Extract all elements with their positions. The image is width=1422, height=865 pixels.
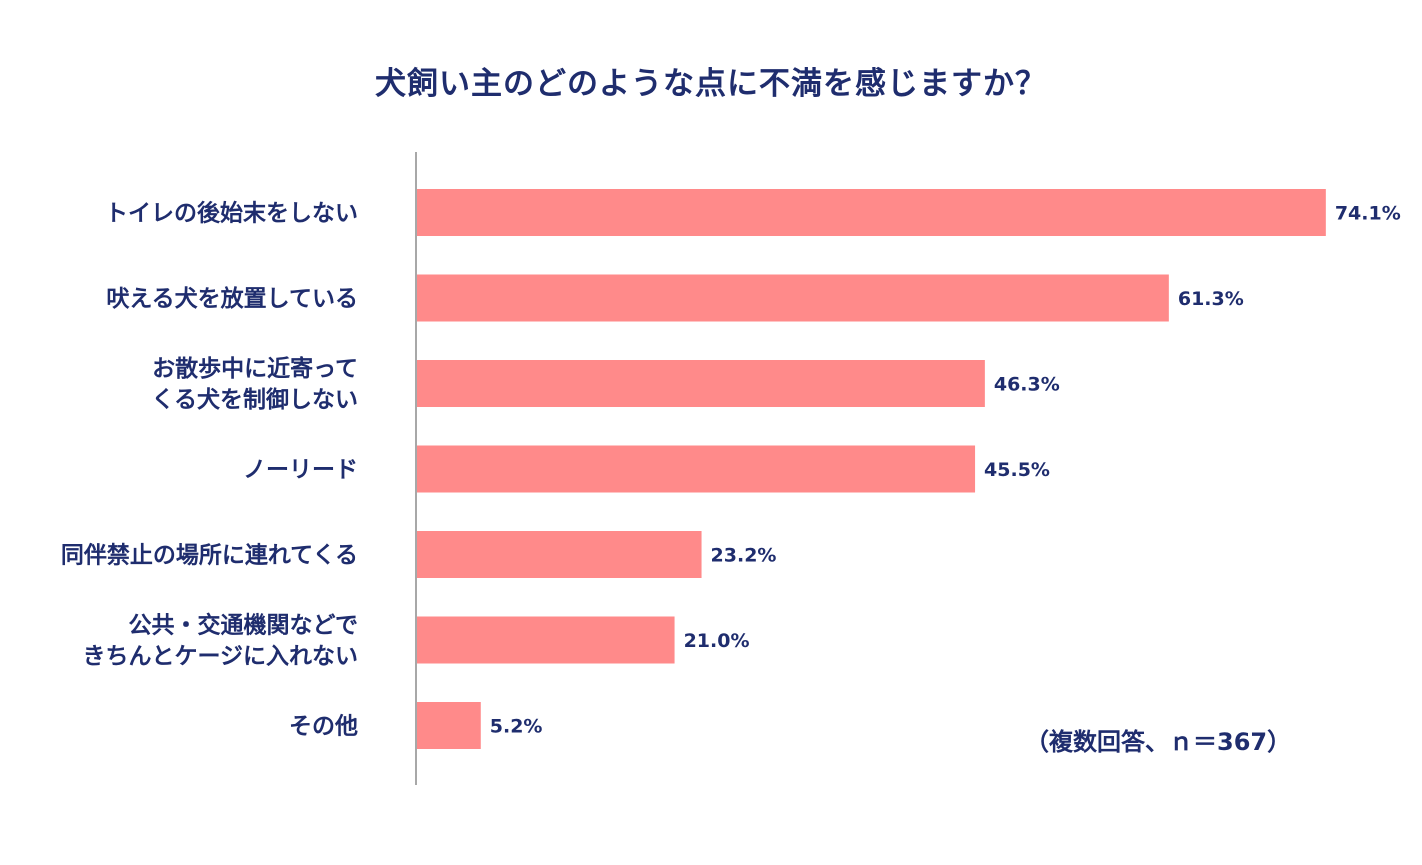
value-label: 21.0% bbox=[684, 630, 750, 652]
chart-title: 犬飼い主のどのような点に不満を感じますか？ bbox=[375, 66, 1047, 102]
bar bbox=[417, 189, 1326, 236]
category-label: その他 bbox=[289, 714, 358, 740]
category-label: お散歩中に近寄って bbox=[152, 355, 358, 382]
bar bbox=[417, 702, 481, 749]
category-label: 公共・交通機関などで bbox=[128, 612, 358, 639]
bar bbox=[417, 274, 1169, 322]
value-label: 74.1% bbox=[1335, 203, 1401, 225]
bar bbox=[417, 616, 675, 664]
value-label: 45.5% bbox=[984, 459, 1050, 481]
value-label: 23.2% bbox=[711, 545, 777, 567]
value-label: 5.2% bbox=[490, 716, 543, 738]
category-label: トイレの後始末をしない bbox=[105, 200, 358, 227]
bar bbox=[417, 445, 976, 493]
bar bbox=[417, 360, 985, 407]
sample-size-note: （複数回答、ｎ＝367） bbox=[1025, 728, 1292, 756]
bar bbox=[417, 531, 702, 578]
category-label: くる犬を制御しない bbox=[151, 386, 358, 413]
category-label: ノーリード bbox=[243, 457, 358, 483]
category-label: 吠える犬を放置している bbox=[106, 285, 358, 312]
value-label: 46.3% bbox=[994, 374, 1060, 396]
category-label: 同伴禁止の場所に連れてくる bbox=[61, 542, 358, 569]
category-label: きちんとケージに入れない bbox=[82, 644, 358, 670]
value-label: 61.3% bbox=[1178, 288, 1244, 310]
